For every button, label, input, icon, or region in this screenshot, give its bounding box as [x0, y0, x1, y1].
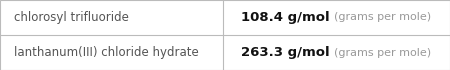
Text: lanthanum(III) chloride hydrate: lanthanum(III) chloride hydrate — [14, 46, 198, 59]
Text: 108.4 g/mol: 108.4 g/mol — [241, 11, 329, 24]
Text: (grams per mole): (grams per mole) — [334, 48, 432, 57]
Text: 263.3 g/mol: 263.3 g/mol — [241, 46, 329, 59]
Text: (grams per mole): (grams per mole) — [334, 13, 432, 22]
Text: chlorosyl trifluoride: chlorosyl trifluoride — [14, 11, 128, 24]
